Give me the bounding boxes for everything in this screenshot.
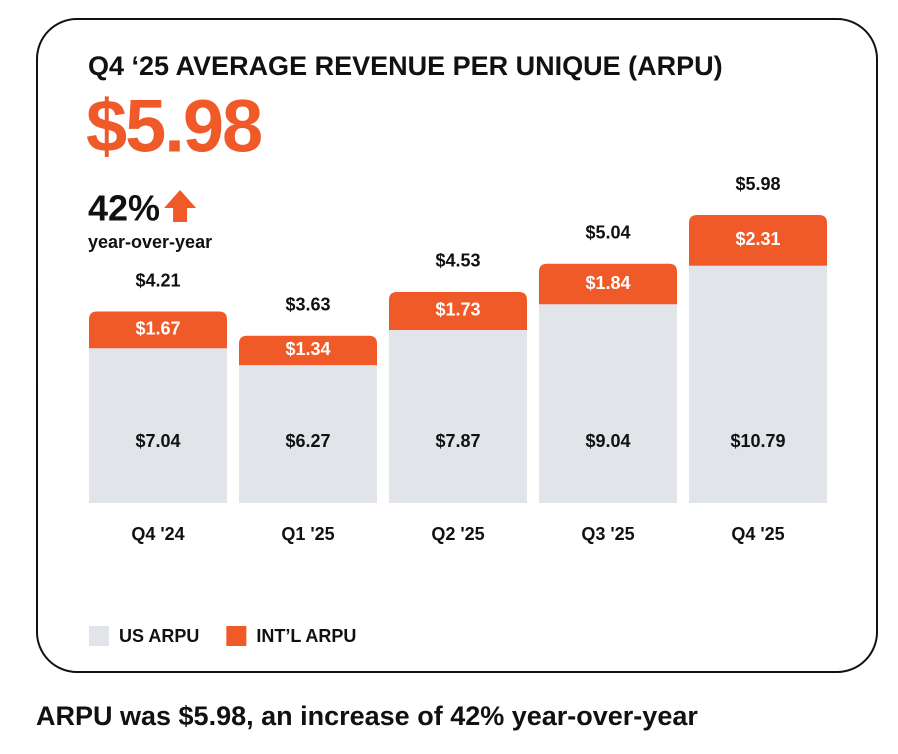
total-label: $3.63 — [285, 294, 330, 314]
bar-segment — [89, 348, 227, 503]
up-arrow — [164, 190, 197, 223]
legend-swatch — [89, 626, 109, 646]
value-label: $2.31 — [735, 229, 780, 249]
bar-segment — [239, 335, 377, 366]
x-tick-label: Q1 '25 — [281, 524, 334, 544]
bar-segment — [389, 291, 527, 330]
change: 42% — [88, 188, 160, 229]
value-label: $1.67 — [135, 319, 180, 339]
value-label: $7.87 — [435, 431, 480, 451]
x-tick-label: Q4 '25 — [731, 524, 784, 544]
chart-title: Q4 ‘25 AVERAGE REVENUE PER UNIQUE (ARPU) — [88, 51, 723, 81]
bar-segment — [89, 311, 227, 349]
headline: $5.98 — [86, 85, 261, 168]
bar-segment — [239, 365, 377, 503]
legend-label: US ARPU — [119, 626, 199, 646]
x-tick-label: Q3 '25 — [581, 524, 634, 544]
total-label: $4.53 — [435, 251, 480, 271]
value-label: $7.04 — [135, 431, 180, 451]
caption: ARPU was $5.98, an increase of 42% year-… — [36, 701, 698, 731]
legend-swatch — [226, 626, 247, 646]
bar-segment — [539, 263, 677, 305]
total-label: $4.21 — [135, 270, 180, 290]
x-tick-label: Q2 '25 — [431, 524, 484, 544]
total-label: $5.98 — [735, 174, 780, 194]
bar-segment — [689, 215, 827, 266]
bar-segment — [389, 329, 527, 503]
value-label: $1.34 — [285, 339, 330, 359]
legend-label: INT’L ARPU — [256, 626, 356, 646]
value-label: $6.27 — [285, 431, 330, 451]
value-label: $1.73 — [435, 300, 480, 320]
value-label: $9.04 — [585, 431, 630, 451]
x-tick-label: Q4 '24 — [131, 524, 184, 544]
change-label: year-over-year — [88, 232, 212, 252]
bar-segment — [539, 304, 677, 503]
total-label: $5.04 — [585, 223, 630, 243]
value-label: $1.84 — [585, 273, 630, 293]
value-label: $10.79 — [730, 431, 785, 451]
bar-segment — [689, 265, 827, 503]
